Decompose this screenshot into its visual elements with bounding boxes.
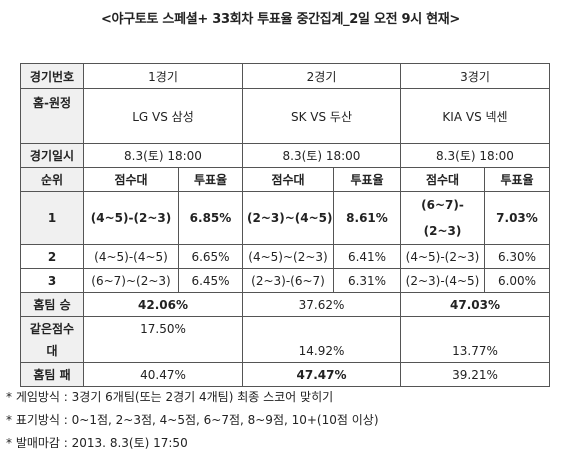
game-2-home-loss: 47.47% xyxy=(242,362,401,387)
row-home-away: 홈-원정 LG VS 삼성 SK VS 두산 KIA VS 넥센 xyxy=(20,88,550,144)
rank-header: 순위 xyxy=(20,167,84,192)
game-3-date: 8.3(토) 18:00 xyxy=(400,143,550,168)
game-1-date: 8.3(토) 18:00 xyxy=(83,143,243,168)
game-3-rank-1-vote: 7.03% xyxy=(484,191,550,245)
game-1-home-win: 42.06% xyxy=(83,292,243,317)
game-3-rank-3-score: (2~3)-(4~5) xyxy=(400,268,485,293)
game-number-label: 경기번호 xyxy=(20,63,84,89)
game-2-date: 8.3(토) 18:00 xyxy=(242,143,401,168)
game-3-matchup: KIA VS 넥센 xyxy=(400,88,550,144)
game-3-rank-2-score: (4~5)-(2~3) xyxy=(400,244,485,269)
game-2-rank-1-vote: 8.61% xyxy=(333,191,401,245)
game-2-vote-header: 투표율 xyxy=(333,167,401,192)
tie-label: 같은점수대 xyxy=(20,316,84,363)
row-home-win: 홈팀 승 42.06% 37.62% 47.03% xyxy=(20,292,550,317)
note-deadline: * 발매마감 : 2013. 8.3(토) 17:50 xyxy=(6,436,188,450)
game-2-rank-1-score: (2~3)~(4~5) xyxy=(242,191,334,245)
game-2-rank-2-vote: 6.41% xyxy=(333,244,401,269)
note-notation: * 표기방식 : 0~1점, 2~3점, 4~5점, 6~7점, 8~9점, 1… xyxy=(6,413,379,427)
note-game-method: * 게임방식 : 3경기 6개팀(또는 2경기 4개팀) 최종 스코어 맞히기 xyxy=(6,390,334,404)
game-2-rank-3-score: (2~3)-(6~7) xyxy=(242,268,334,293)
game-1-rank-3-score: (6~7)~(2~3) xyxy=(83,268,179,293)
game-1-score-header: 점수대 xyxy=(83,167,179,192)
game-2-rank-3-vote: 6.31% xyxy=(333,268,401,293)
game-2-matchup: SK VS 두산 xyxy=(242,88,401,144)
row-tie: 같은점수대 17.50% 14.92% 13.77% xyxy=(20,316,550,363)
game-3-score-header: 점수대 xyxy=(400,167,485,192)
game-3-rank-2-vote: 6.30% xyxy=(484,244,550,269)
game-2-home-win: 37.62% xyxy=(242,292,401,317)
game-1-matchup: LG VS 삼성 xyxy=(83,88,243,144)
game-1-rank-2-vote: 6.65% xyxy=(178,244,243,269)
game-date-label: 경기일시 xyxy=(20,143,84,168)
game-2-rank-2-score: (4~5)~(2~3) xyxy=(242,244,334,269)
rank-3-label: 3 xyxy=(20,268,84,293)
game-3-home-win: 47.03% xyxy=(400,292,550,317)
row-rank-2: 2 (4~5)-(4~5) 6.65% (4~5)~(2~3) 6.41% (4… xyxy=(20,244,550,269)
page-title: <야구토토 스페셜+ 33회차 투표율 중간집계_2일 오전 9시 현재> xyxy=(100,12,461,27)
rank-1-label: 1 xyxy=(20,191,84,245)
game-3-vote-header: 투표율 xyxy=(484,167,550,192)
game-3-rank-3-vote: 6.00% xyxy=(484,268,550,293)
game-1-vote-header: 투표율 xyxy=(178,167,243,192)
row-home-loss: 홈팀 패 40.47% 47.47% 39.21% xyxy=(20,362,550,387)
row-column-headers: 순위 점수대 투표율 점수대 투표율 점수대 투표율 xyxy=(20,167,550,192)
home-win-label: 홈팀 승 xyxy=(20,292,84,317)
home-loss-label: 홈팀 패 xyxy=(20,362,84,387)
vote-rate-table: 경기번호 1경기 2경기 3경기 홈-원정 LG VS 삼성 SK VS 두산 … xyxy=(20,63,550,387)
row-rank-1: 1 (4~5)-(2~3) 6.85% (2~3)~(4~5) 8.61% (6… xyxy=(20,191,550,245)
game-1-home-loss: 40.47% xyxy=(83,362,243,387)
game-1-rank-1-score: (4~5)-(2~3) xyxy=(83,191,179,245)
game-3-tie: 13.77% xyxy=(400,316,550,363)
game-1-number: 1경기 xyxy=(83,63,243,89)
game-1-tie: 17.50% xyxy=(83,316,243,363)
game-2-score-header: 점수대 xyxy=(242,167,334,192)
footnotes: * 게임방식 : 3경기 6개팀(또는 2경기 4개팀) 최종 스코어 맞히기 … xyxy=(6,386,379,455)
game-2-number: 2경기 xyxy=(242,63,401,89)
row-game-number: 경기번호 1경기 2경기 3경기 xyxy=(20,63,550,89)
game-3-rank-1-score: (6~7)-(2~3) xyxy=(400,191,485,245)
game-3-home-loss: 39.21% xyxy=(400,362,550,387)
row-rank-3: 3 (6~7)~(2~3) 6.45% (2~3)-(6~7) 6.31% (2… xyxy=(20,268,550,293)
game-1-rank-1-vote: 6.85% xyxy=(178,191,243,245)
home-away-label: 홈-원정 xyxy=(20,88,84,144)
game-1-rank-3-vote: 6.45% xyxy=(178,268,243,293)
rank-2-label: 2 xyxy=(20,244,84,269)
game-3-number: 3경기 xyxy=(400,63,550,89)
game-2-tie: 14.92% xyxy=(242,316,401,363)
game-1-rank-2-score: (4~5)-(4~5) xyxy=(83,244,179,269)
row-game-date: 경기일시 8.3(토) 18:00 8.3(토) 18:00 8.3(토) 18… xyxy=(20,143,550,168)
